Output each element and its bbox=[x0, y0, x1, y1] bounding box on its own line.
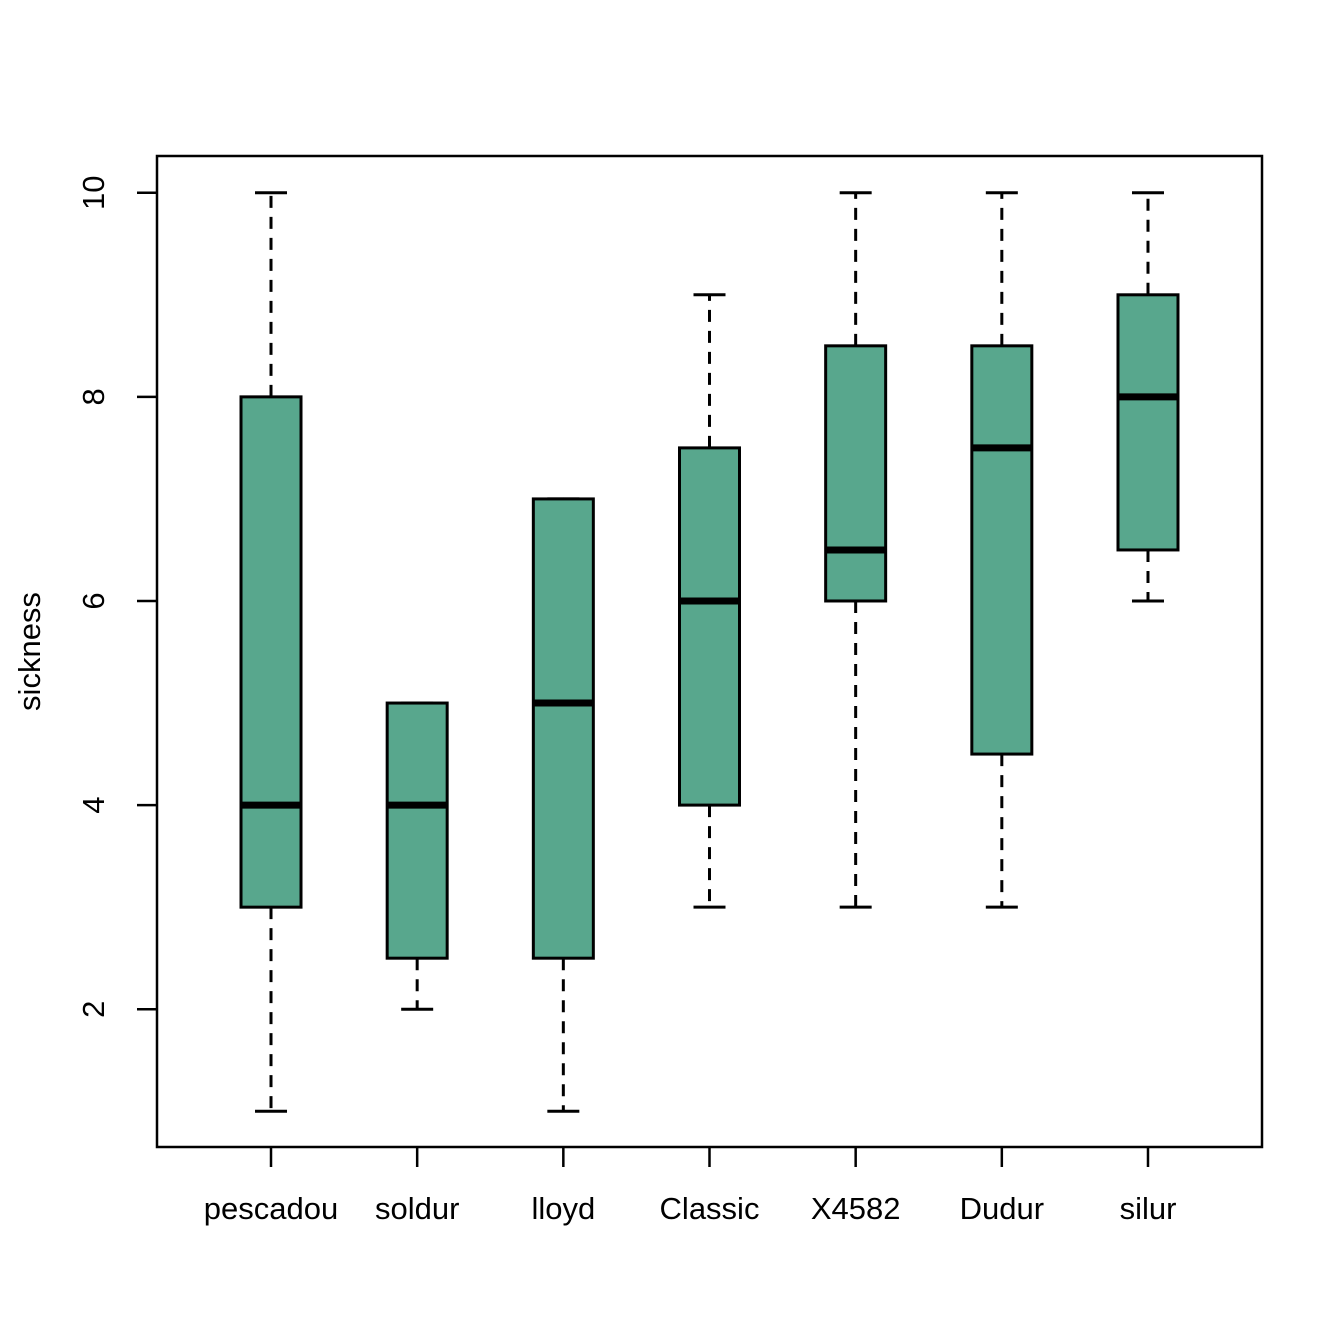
x-category-label: pescadou bbox=[204, 1191, 338, 1226]
x-category-label: Classic bbox=[660, 1191, 760, 1226]
y-tick-label: 8 bbox=[76, 388, 111, 405]
iqr-box bbox=[239, 395, 303, 909]
boxplot-box-pescadou bbox=[239, 191, 303, 1113]
boxplot-box-lloyd bbox=[531, 497, 595, 1113]
boxplot-box-X4582 bbox=[824, 191, 888, 909]
iqr-box bbox=[385, 701, 449, 960]
iqr-box bbox=[531, 497, 595, 960]
boxplot-box-Classic bbox=[678, 293, 741, 909]
y-tick-label: 6 bbox=[76, 592, 111, 609]
x-category-label: lloyd bbox=[531, 1191, 595, 1226]
y-axis-label: sickness bbox=[12, 592, 47, 711]
y-tick-label: 10 bbox=[76, 175, 111, 209]
boxplot-box-soldur bbox=[385, 701, 449, 1011]
x-category-label: soldur bbox=[375, 1191, 459, 1226]
x-category-label: X4582 bbox=[811, 1191, 901, 1226]
boxplot-box-silur bbox=[1116, 191, 1180, 603]
iqr-box bbox=[678, 446, 741, 807]
boxplot-box-Dudur bbox=[970, 191, 1034, 909]
y-tick-label: 2 bbox=[76, 1001, 111, 1018]
iqr-box bbox=[824, 344, 888, 603]
x-category-label: silur bbox=[1120, 1191, 1177, 1226]
x-category-label: Dudur bbox=[960, 1191, 1044, 1226]
iqr-box bbox=[1116, 293, 1180, 552]
iqr-box bbox=[970, 344, 1034, 756]
y-tick-label: 4 bbox=[76, 796, 111, 813]
